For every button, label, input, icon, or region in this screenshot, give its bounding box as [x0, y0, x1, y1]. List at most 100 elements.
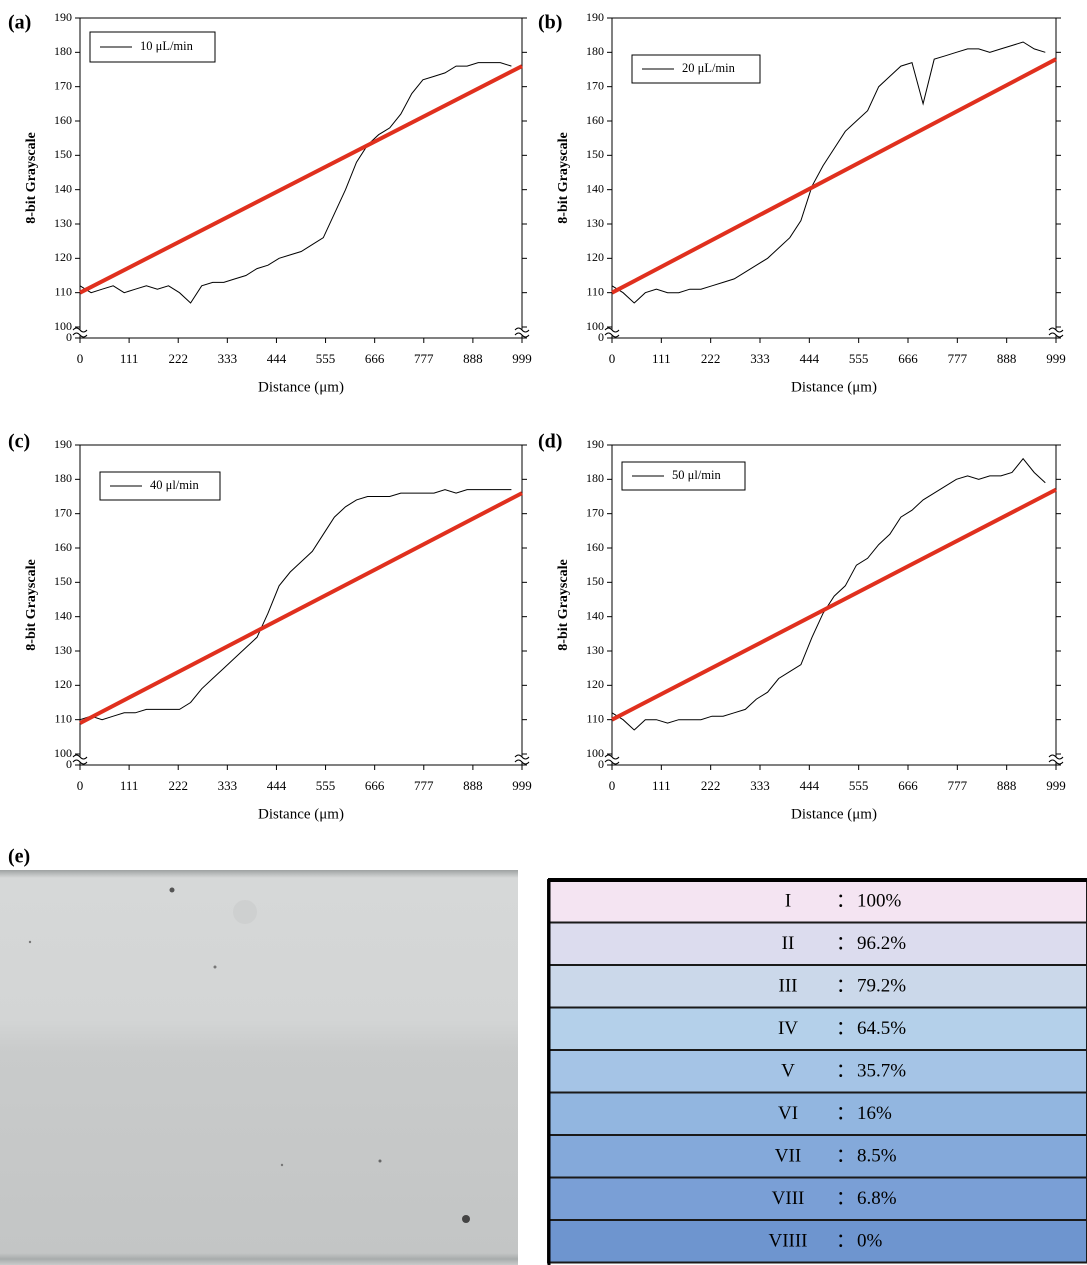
y-tick-label: 190 — [586, 437, 604, 451]
row-value: 64.5% — [857, 1018, 906, 1039]
axis-break-gap — [605, 756, 619, 763]
table-row — [547, 964, 1087, 1009]
y-tick-label: 150 — [586, 574, 604, 588]
row-value: 79.2% — [857, 976, 906, 997]
panel-label: (b) — [538, 12, 562, 34]
axis-break-mark — [72, 759, 88, 765]
data-line — [611, 41, 1046, 304]
panel-label: (c) — [8, 431, 30, 453]
plot-frame — [79, 444, 523, 766]
x-tick-label: 888 — [463, 351, 483, 366]
row-value: 0% — [857, 1231, 883, 1252]
x-tick-label: 555 — [316, 778, 336, 793]
axis-break-mark — [514, 332, 530, 338]
y-tick-label: 140 — [586, 181, 604, 195]
x-tick-label: 666 — [365, 351, 385, 366]
panel-label: (e) — [8, 846, 30, 868]
legend-label: 10 μL/min — [140, 39, 194, 53]
speck — [213, 965, 217, 969]
x-tick-label: 777 — [414, 351, 434, 366]
x-tick-label: 333 — [750, 351, 770, 366]
y-tick-label: 130 — [586, 643, 604, 657]
x-tick-label: 777 — [948, 351, 968, 366]
row-label: IV — [778, 1018, 798, 1039]
row-label: III — [779, 976, 798, 997]
y-axis-label: 8-bit Grayscale — [24, 559, 39, 650]
row-label: I — [785, 891, 791, 912]
axis-break-gap — [515, 756, 529, 763]
x-tick-label: 999 — [1046, 351, 1066, 366]
x-tick-label: 222 — [701, 351, 721, 366]
x-tick-label: 222 — [168, 351, 188, 366]
speck — [28, 940, 32, 944]
x-axis-label: Distance (μm) — [258, 806, 344, 822]
micrograph — [0, 870, 518, 1265]
trend-line — [611, 57, 1057, 295]
x-tick-label: 333 — [750, 778, 770, 793]
y-tick-label: 160 — [586, 540, 604, 554]
y-tick-label: 140 — [586, 608, 604, 622]
plot-frame — [611, 444, 1057, 766]
row-value: 96.2% — [857, 933, 906, 954]
x-tick-label: 0 — [609, 351, 616, 366]
x-tick-label: 999 — [1046, 778, 1066, 793]
speck — [280, 1163, 284, 1167]
y-tick-label: 130 — [586, 216, 604, 230]
table-row — [547, 1134, 1087, 1179]
axis-break-mark — [604, 759, 620, 765]
x-axis-label: Distance (μm) — [791, 379, 877, 395]
y-tick-label: 190 — [586, 10, 604, 24]
y-tick-label: 140 — [54, 181, 72, 195]
y-tick-label: 160 — [54, 540, 72, 554]
panel-label: (d) — [538, 431, 562, 453]
row-label: V — [781, 1061, 795, 1082]
table-row — [547, 1219, 1087, 1264]
y-tick-label: 160 — [54, 113, 72, 127]
y-tick-label: 100 — [54, 319, 72, 333]
row-separator: ： — [836, 1231, 855, 1252]
trend-line — [611, 487, 1057, 722]
axis-break-mark — [72, 327, 88, 333]
y-tick-label: 150 — [586, 147, 604, 161]
axis-break-mark — [1048, 759, 1064, 765]
x-axis-label: Distance (μm) — [791, 806, 877, 822]
x-tick-label: 333 — [218, 351, 238, 366]
y-tick-label: 180 — [586, 44, 604, 58]
row-separator: ： — [836, 1146, 855, 1167]
x-tick-label: 444 — [267, 351, 287, 366]
micrograph-image — [0, 870, 518, 1265]
x-tick-label: 222 — [168, 778, 188, 793]
x-tick-label: 222 — [701, 778, 721, 793]
legend-label: 40 μl/min — [150, 478, 199, 492]
plot-frame — [611, 17, 1057, 339]
x-tick-label: 555 — [849, 778, 869, 793]
axis-break-mark — [604, 327, 620, 333]
axis-break-gap — [1049, 329, 1063, 336]
x-tick-label: 999 — [512, 778, 532, 793]
table-row — [547, 1049, 1087, 1094]
y-tick-label: 180 — [586, 471, 604, 485]
y-tick-label: 170 — [54, 78, 72, 92]
axis-break-mark — [604, 332, 620, 338]
x-tick-label: 888 — [463, 778, 483, 793]
axis-break-mark — [604, 754, 620, 760]
axis-break-gap — [605, 329, 619, 336]
plot-frame — [79, 17, 523, 339]
table-row — [547, 1006, 1087, 1051]
row-label: II — [782, 933, 795, 954]
y-tick-label: 170 — [54, 505, 72, 519]
y-tick-label: 120 — [586, 677, 604, 691]
y-tick-label: 120 — [54, 250, 72, 264]
x-tick-label: 666 — [365, 778, 385, 793]
axis-break-gap — [73, 329, 87, 336]
x-tick-label: 0 — [609, 778, 616, 793]
y-tick-label: 100 — [586, 746, 604, 760]
x-tick-label: 666 — [898, 351, 918, 366]
x-tick-label: 555 — [316, 351, 336, 366]
data-line — [79, 62, 512, 304]
row-separator: ： — [836, 891, 855, 912]
y-tick-label: 150 — [54, 147, 72, 161]
axis-break-mark — [1048, 327, 1064, 333]
x-tick-label: 0 — [77, 778, 84, 793]
x-axis-label: Distance (μm) — [258, 379, 344, 395]
